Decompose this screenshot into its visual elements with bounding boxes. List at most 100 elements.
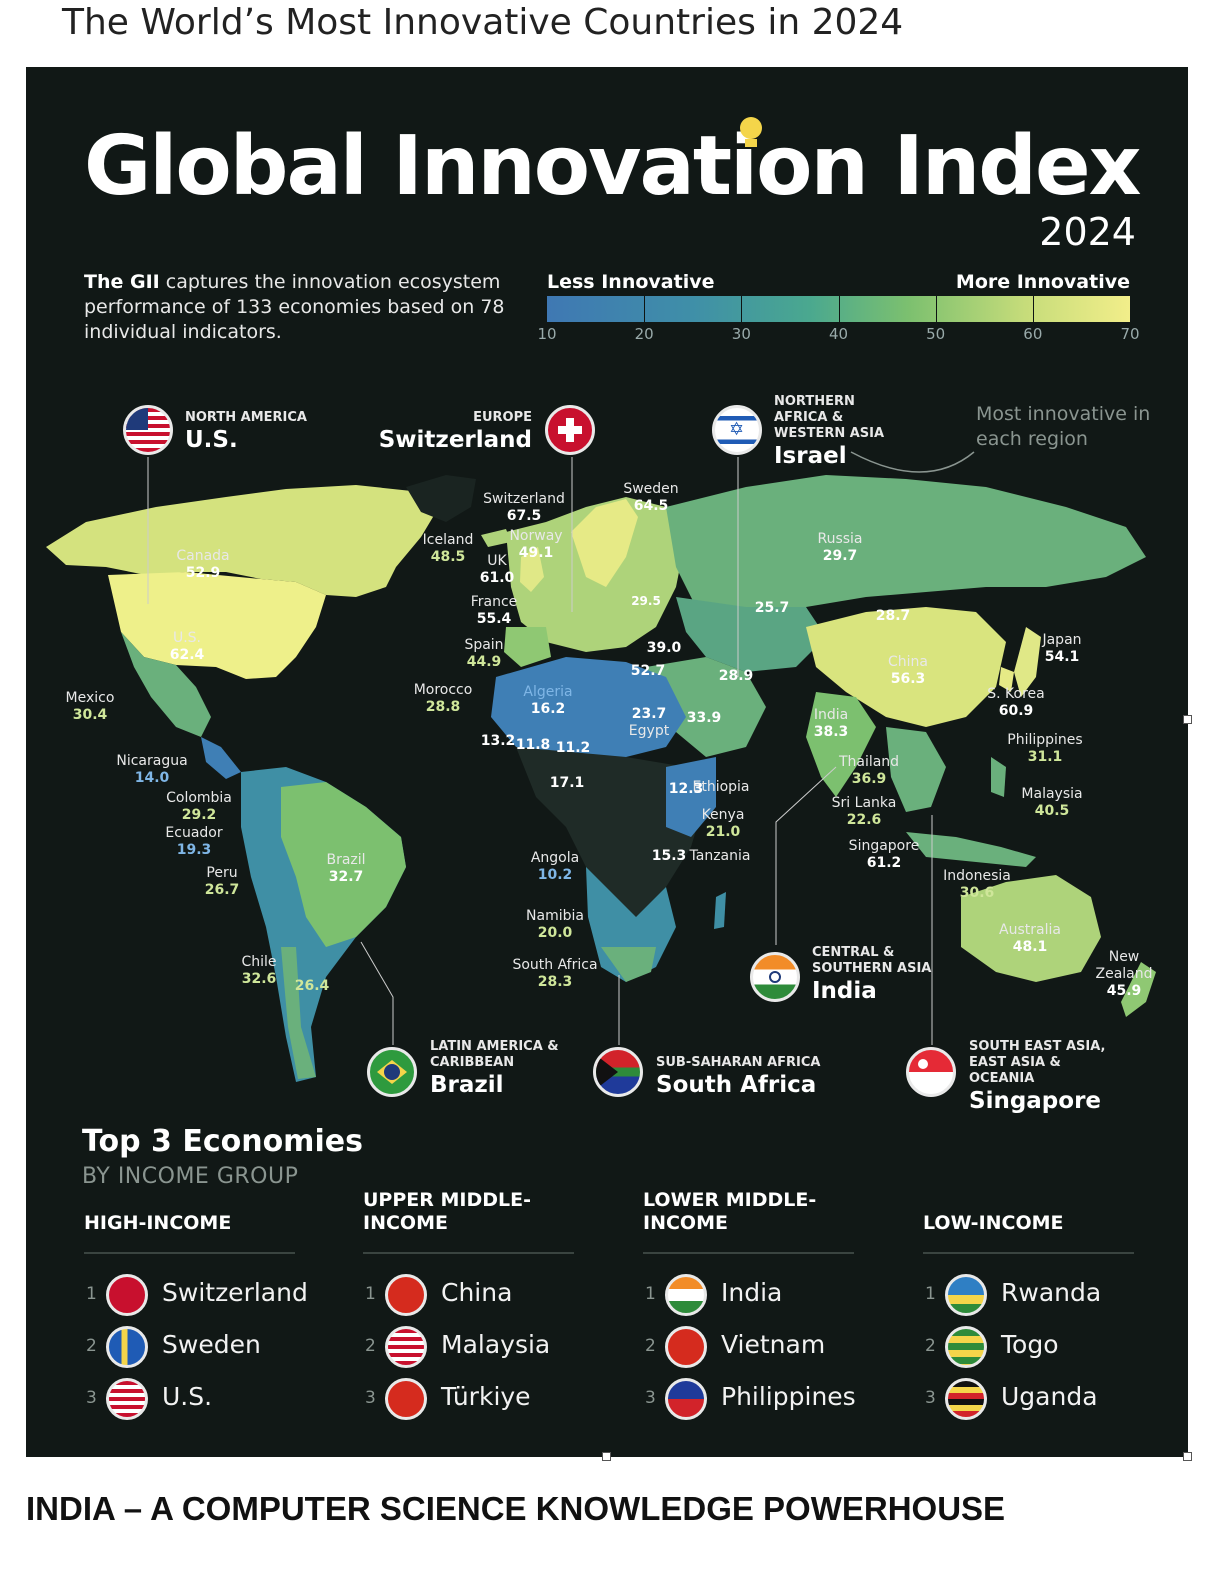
world-map xyxy=(46,451,1156,1082)
map-label: U.S. 62.4 xyxy=(169,630,205,663)
income-group-heading: HIGH-INCOME xyxy=(84,1212,232,1234)
map-india xyxy=(806,692,876,797)
page-title: The World’s Most Innovative Countries in… xyxy=(62,2,904,43)
map-label: Colombia 29.2 xyxy=(166,790,232,823)
callout-asia-oceania: SOUTH EAST ASIA, EAST ASIA & OCEANIA Sin… xyxy=(969,1039,1129,1115)
map-central-asia xyxy=(676,597,826,672)
map-central-am xyxy=(201,737,241,779)
rank-number: 1 xyxy=(365,1284,376,1304)
income-group-heading: UPPER MIDDLE-INCOME xyxy=(363,1189,531,1234)
map-label: Sri Lanka 22.6 xyxy=(831,795,897,828)
map-label: Malaysia 40.5 xyxy=(1021,786,1083,819)
map-label: 39.0 xyxy=(646,640,682,656)
rank-number: 2 xyxy=(365,1336,376,1356)
map-label: 26.4 xyxy=(294,978,330,994)
map-indonesia xyxy=(906,832,1036,867)
map-label: 11.2 xyxy=(555,740,591,756)
map-label: Kenya 21.0 xyxy=(701,807,745,840)
map-label: 17.1 xyxy=(549,775,585,791)
callout-europe: EUROPE Switzerland xyxy=(379,410,532,454)
map-label: 12.3 xyxy=(668,781,704,797)
infographic-image[interactable]: Global Innovation Index 2024 The GII cap… xyxy=(26,67,1188,1457)
map-label: Russia 29.7 xyxy=(817,531,863,564)
map-label: 28.7 xyxy=(875,608,911,624)
economy-name: Türkiye xyxy=(441,1382,531,1411)
map-label: Angola 10.2 xyxy=(530,850,580,883)
map-label: Ecuador 19.3 xyxy=(165,825,223,858)
scale-tick xyxy=(1032,296,1034,322)
income-group-divider xyxy=(643,1252,854,1254)
country-flag-icon xyxy=(665,1378,707,1420)
map-canada xyxy=(46,485,436,597)
income-group-divider xyxy=(923,1252,1134,1254)
callout-country: U.S. xyxy=(185,427,238,453)
us-flag-icon xyxy=(123,405,173,455)
map-philippines xyxy=(991,757,1006,797)
map-label: Iceland 48.5 xyxy=(422,532,474,565)
regional-note: Most innovative in each region xyxy=(976,403,1151,450)
country-flag-icon xyxy=(665,1274,707,1316)
callout-region: NORTHERN AFRICA & WESTERN ASIA xyxy=(774,394,885,441)
country-flag-icon xyxy=(106,1378,148,1420)
description-bold: The GII xyxy=(84,271,160,293)
resize-handle-corner[interactable] xyxy=(1183,1452,1192,1461)
south-africa-flag-icon xyxy=(593,1047,643,1097)
callout-israel: NORTHERN AFRICA & WESTERN ASIA Israel xyxy=(774,394,904,470)
note-arrow xyxy=(850,451,975,473)
rank-number: 1 xyxy=(645,1284,656,1304)
map-label: 29.5 xyxy=(631,594,661,608)
country-flag-icon xyxy=(106,1274,148,1316)
map-label: New Zealand 45.9 xyxy=(1095,949,1153,999)
map-label: Thailand 36.9 xyxy=(838,754,900,787)
map-chile xyxy=(281,947,316,1079)
singapore-flag-icon xyxy=(906,1047,956,1097)
map-iberia xyxy=(504,627,551,667)
rank-number: 2 xyxy=(925,1336,936,1356)
map-label: S. Korea 60.9 xyxy=(987,686,1045,719)
map-label: Switzerland 67.5 xyxy=(483,491,565,524)
callout-country: Israel xyxy=(774,443,847,469)
income-group-heading: LOW-INCOME xyxy=(923,1212,1064,1234)
map-label: Sweden 64.5 xyxy=(623,481,679,514)
map-label: Canada 52.9 xyxy=(176,548,230,581)
map-label: Namibia 20.0 xyxy=(526,908,584,941)
economy-name: U.S. xyxy=(162,1382,213,1411)
map-label: Morocco 28.8 xyxy=(413,682,473,715)
map-label: Singapore 61.2 xyxy=(848,838,920,871)
rank-number: 2 xyxy=(645,1336,656,1356)
country-flag-icon xyxy=(385,1326,427,1368)
callout-sub-saharan-africa: SUB-SAHARAN AFRICA South Africa xyxy=(656,1055,820,1099)
map-label: India 38.3 xyxy=(813,707,849,740)
scale-tick xyxy=(935,296,937,322)
economy-name: India xyxy=(721,1278,783,1307)
callout-latin-america: LATIN AMERICA & CARIBBEAN Brazil xyxy=(430,1039,560,1099)
resize-handle-bottom[interactable] xyxy=(602,1452,611,1461)
map-uk xyxy=(520,547,544,592)
rank-number: 3 xyxy=(925,1388,936,1408)
economy-name: Switzerland xyxy=(162,1278,308,1307)
economy-name: Togo xyxy=(1001,1330,1059,1359)
economy-name: Sweden xyxy=(162,1330,261,1359)
country-flag-icon xyxy=(385,1378,427,1420)
scale-tick xyxy=(741,296,743,322)
map-label: Algeria 16.2 xyxy=(523,684,573,717)
map-label: Tanzania xyxy=(689,848,751,864)
map-label: Ethiopia xyxy=(692,779,750,795)
rank-number: 3 xyxy=(365,1388,376,1408)
callout-north-america: NORTH AMERICA U.S. xyxy=(185,410,307,454)
economy-name: Malaysia xyxy=(441,1330,551,1359)
scale-tick-label: 40 xyxy=(828,325,849,343)
swiss-flag-icon xyxy=(545,405,595,455)
map-label: 33.9 xyxy=(686,710,722,726)
callout-region: EUROPE xyxy=(473,410,532,425)
country-flag-icon xyxy=(945,1378,987,1420)
map-label: 23.7 Egypt xyxy=(628,706,670,739)
resize-handle-right[interactable] xyxy=(1183,715,1192,724)
connector-brazil xyxy=(360,941,394,1045)
map-mexico xyxy=(121,632,211,737)
map-east-africa xyxy=(666,757,716,837)
scale-tick-label: 60 xyxy=(1023,325,1043,343)
country-flag-icon xyxy=(106,1326,148,1368)
scale-tick-label: 70 xyxy=(1120,325,1140,343)
rank-number: 3 xyxy=(645,1388,656,1408)
